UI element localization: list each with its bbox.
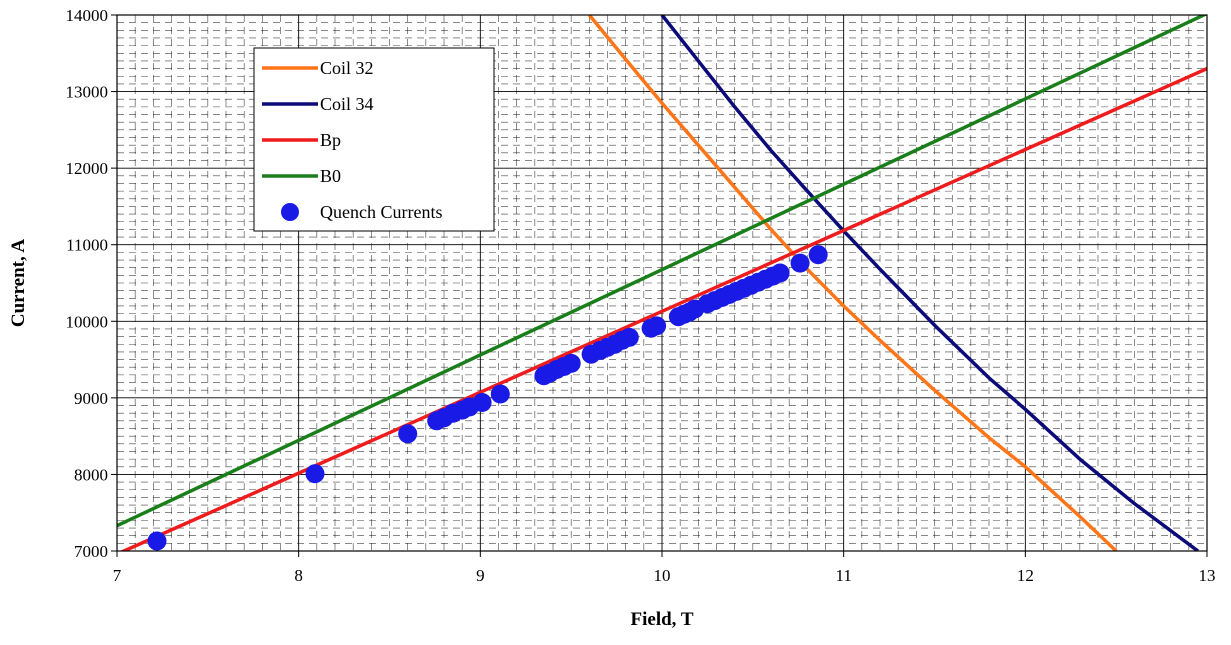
y-tick-label: 13000: [66, 83, 109, 102]
data-point-quench-currents: [619, 327, 639, 347]
x-tick-label: 11: [835, 566, 851, 585]
y-tick-label: 9000: [74, 389, 108, 408]
series-line-coil-32: [587, 15, 1118, 551]
data-point-quench-currents: [561, 353, 581, 373]
ticks: 7 8 9 10 11 12 13 7000 8000 9000 10000 11000 12000 13…: [66, 6, 1216, 585]
y-tick-label: 11000: [66, 236, 108, 255]
data-point-quench-currents: [808, 245, 828, 265]
legend-label-bp: Bp: [320, 130, 341, 150]
x-tick-label: 9: [476, 566, 485, 585]
data-point-quench-currents: [147, 531, 167, 551]
data-point-quench-currents: [305, 464, 325, 484]
x-tick-label: 13: [1199, 566, 1216, 585]
series-layer: [117, 15, 1207, 551]
x-tick-label: 12: [1017, 566, 1034, 585]
y-tick-label: 12000: [66, 159, 109, 178]
points-layer: [147, 245, 828, 551]
legend-label-b0: B0: [320, 166, 341, 186]
series-line-coil-34: [660, 15, 1199, 551]
y-tick-label: 7000: [74, 542, 108, 561]
y-tick-label: 14000: [66, 6, 109, 25]
x-axis-title: Field, T: [631, 609, 694, 630]
data-point-quench-currents: [398, 424, 418, 444]
data-point-quench-currents: [647, 316, 667, 336]
x-tick-label: 7: [113, 566, 122, 585]
y-axis-title: Current, A: [8, 239, 29, 328]
data-point-quench-currents: [790, 253, 810, 273]
legend-swatch-quench-currents: [281, 203, 299, 221]
series-line-b0: [117, 15, 1207, 528]
y-tick-label: 10000: [66, 312, 109, 331]
x-tick-label: 8: [294, 566, 303, 585]
legend-label-coil-32: Coil 32: [320, 58, 374, 78]
x-tick-label: 10: [654, 566, 671, 585]
data-point-quench-currents: [490, 384, 510, 404]
grid: [116, 14, 1208, 552]
data-point-quench-currents: [770, 263, 790, 283]
series-line-bp: [119, 67, 1207, 551]
legend-label-coil-34: Coil 34: [320, 94, 374, 114]
legend: Coil 32 Coil 34 Bp B0 Quench Currents: [253, 47, 495, 232]
y-tick-label: 8000: [74, 465, 108, 484]
data-point-quench-currents: [472, 393, 492, 412]
legend-label-quench-currents: Quench Currents: [320, 202, 442, 222]
